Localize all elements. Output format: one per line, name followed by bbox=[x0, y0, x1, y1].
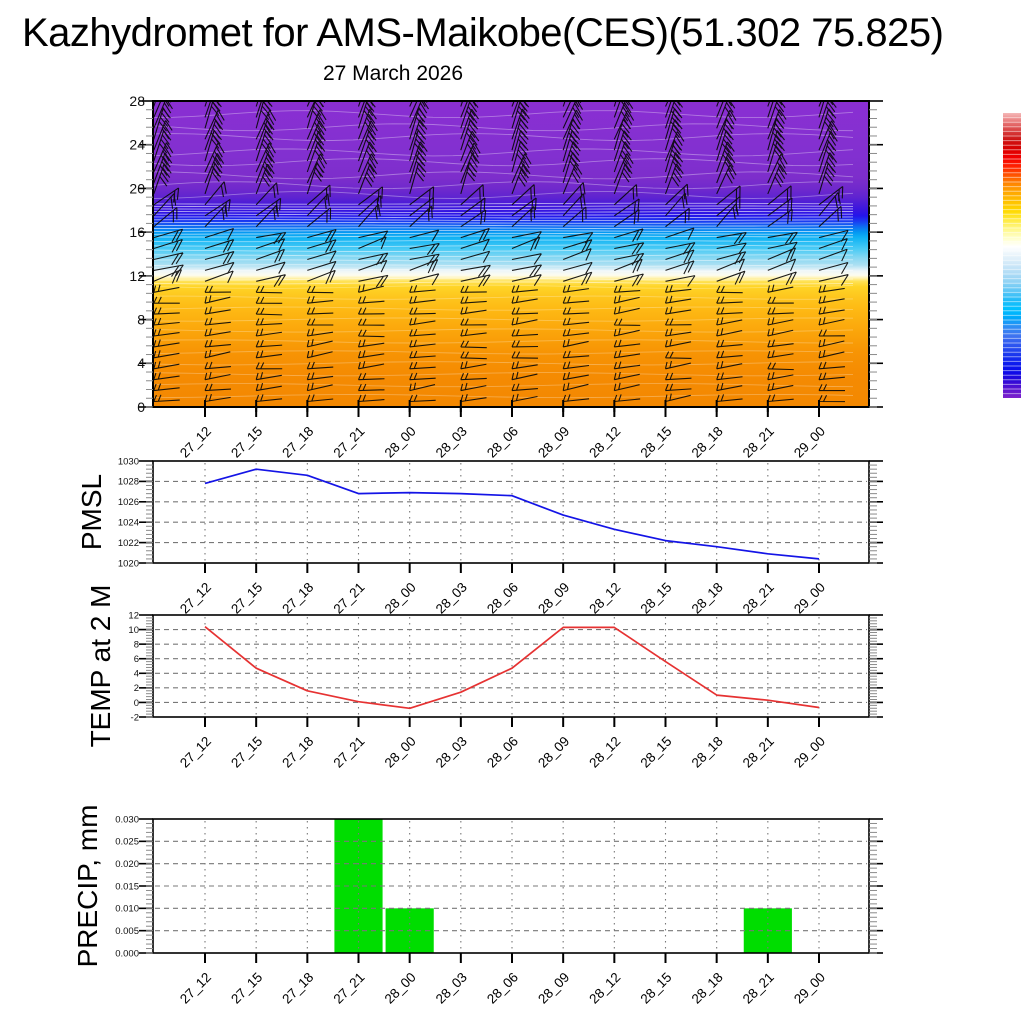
x-tick-label: 28_00 bbox=[382, 580, 419, 617]
y-tick-label: 0.000 bbox=[115, 948, 139, 959]
y-tick-label: 0.020 bbox=[115, 859, 139, 870]
x-tick-label: 29_00 bbox=[791, 424, 828, 461]
y-tick-label: 0 bbox=[134, 698, 139, 709]
x-tick-label: 28_21 bbox=[740, 734, 777, 771]
x-tick-label: 27_18 bbox=[279, 970, 316, 1007]
temp-2m-panel: -2 0 2 4 6 8 10 12 27_12 27_15 27_18 27_21 28_00 28_0… bbox=[128, 610, 883, 771]
x-tick-label: 28_09 bbox=[535, 580, 572, 617]
y-tick-label: 24 bbox=[129, 137, 145, 153]
y-tick-label: 6 bbox=[134, 654, 139, 665]
y-tick-label: 20 bbox=[129, 180, 145, 196]
x-tick-label: 27_12 bbox=[177, 970, 214, 1007]
y-tick-label: 12 bbox=[129, 268, 145, 284]
x-tick-label: 28_18 bbox=[689, 424, 726, 461]
temp-2m-line bbox=[204, 626, 820, 710]
x-tick-label: 28_03 bbox=[433, 580, 470, 617]
x-tick-label: 28_09 bbox=[535, 424, 572, 461]
x-tick-label: 27_18 bbox=[279, 580, 316, 617]
y-tick-label: 8 bbox=[134, 639, 139, 650]
x-tick-label: 28_15 bbox=[637, 734, 674, 771]
x-tick-label: 28_03 bbox=[433, 970, 470, 1007]
x-tick-label: 28_12 bbox=[586, 970, 623, 1007]
page-subtitle: 27 March 2026 bbox=[322, 62, 464, 85]
x-tick-label: 28_18 bbox=[689, 970, 726, 1007]
x-tick-label: 28_12 bbox=[586, 734, 623, 771]
y-tick-label: 1024 bbox=[118, 518, 139, 529]
x-tick-label: 28_06 bbox=[484, 734, 521, 771]
y-tick-label: 1020 bbox=[118, 558, 139, 569]
x-tick-label: 27_15 bbox=[228, 970, 265, 1007]
precip-panel: 0.000 0.005 0.010 0.015 0.020 0.025 0.030 27_12… bbox=[115, 814, 883, 1007]
y-tick-label: 0.010 bbox=[115, 904, 139, 915]
x-tick-label: 29_00 bbox=[791, 580, 828, 617]
y-tick-label: 1026 bbox=[118, 497, 139, 508]
wind-barbs bbox=[153, 101, 849, 403]
x-tick-label: 27_12 bbox=[177, 424, 214, 461]
x-tick-label: 28_00 bbox=[382, 970, 419, 1007]
y-tick-label: -2 bbox=[131, 712, 139, 723]
y-tick-label: 1030 bbox=[118, 456, 139, 467]
y-tick-label: 0.030 bbox=[115, 814, 139, 825]
x-tick-label: 27_12 bbox=[177, 734, 214, 771]
y-tick-label: 0 bbox=[137, 399, 145, 415]
x-tick-label: 28_00 bbox=[382, 734, 419, 771]
x-tick-label: 28_03 bbox=[433, 734, 470, 771]
x-tick-label: 28_09 bbox=[535, 970, 572, 1007]
x-tick-label: 28_03 bbox=[433, 424, 470, 461]
x-tick-label: 27_18 bbox=[279, 734, 316, 771]
y-tick-label: 8 bbox=[137, 311, 145, 327]
y-tick-label: 0.015 bbox=[115, 881, 139, 892]
pmsl-line bbox=[204, 468, 820, 560]
x-tick-label: 28_00 bbox=[382, 424, 419, 461]
x-tick-label: 27_15 bbox=[228, 734, 265, 771]
x-tick-label: 27_21 bbox=[330, 580, 367, 617]
x-tick-label: 28_15 bbox=[637, 424, 674, 461]
colorbar bbox=[1003, 113, 1021, 398]
x-tick-label: 27_15 bbox=[228, 580, 265, 617]
x-tick-label: 28_18 bbox=[689, 580, 726, 617]
page-title: Kazhydromet for AMS-Maikobe(CES)(51.302 … bbox=[22, 11, 944, 55]
pmsl-panel: 1020 1022 1024 1026 1028 1030 27_12 27_15 27_18 2… bbox=[118, 456, 883, 617]
x-tick-label: 28_06 bbox=[484, 424, 521, 461]
x-tick-label: 29_00 bbox=[791, 970, 828, 1007]
x-tick-label: 28_09 bbox=[535, 734, 572, 771]
y-tick-label: 0.025 bbox=[115, 837, 139, 848]
x-tick-label: 27_12 bbox=[177, 580, 214, 617]
x-tick-label: 27_15 bbox=[228, 424, 265, 461]
y-tick-label: 4 bbox=[137, 355, 145, 371]
x-tick-label: 27_18 bbox=[279, 424, 316, 461]
x-tick-label: 28_15 bbox=[637, 580, 674, 617]
x-tick-label: 28_12 bbox=[586, 580, 623, 617]
x-tick-label: 28_12 bbox=[586, 424, 623, 461]
y-tick-label: 1022 bbox=[118, 538, 139, 549]
x-tick-label: 28_21 bbox=[740, 970, 777, 1007]
x-tick-label: 28_18 bbox=[689, 734, 726, 771]
x-tick-label: 27_21 bbox=[330, 734, 367, 771]
y-tick-label: 4 bbox=[134, 669, 139, 680]
x-tick-label: 27_21 bbox=[330, 970, 367, 1007]
x-tick-label: 28_21 bbox=[740, 424, 777, 461]
y-tick-label: 2 bbox=[134, 683, 139, 694]
x-tick-label: 28_21 bbox=[740, 580, 777, 617]
y-tick-label: 16 bbox=[129, 224, 145, 240]
x-tick-label: 28_06 bbox=[484, 580, 521, 617]
x-tick-label: 28_06 bbox=[484, 970, 521, 1007]
x-tick-label: 28_15 bbox=[637, 970, 674, 1007]
y-tick-label: 10 bbox=[128, 625, 139, 636]
y-tick-label: 1028 bbox=[118, 477, 139, 488]
y-tick-label: 0.005 bbox=[115, 926, 139, 937]
y-tick-label: 28 bbox=[129, 93, 145, 109]
upper-air-panel: 0 4 8 12 16 20 24 28 27_12 27_15 27_18 27_21 28_00 28… bbox=[129, 93, 883, 461]
x-tick-label: 27_21 bbox=[330, 424, 367, 461]
x-tick-label: 29_00 bbox=[791, 734, 828, 771]
y-tick-label: 12 bbox=[128, 610, 139, 621]
